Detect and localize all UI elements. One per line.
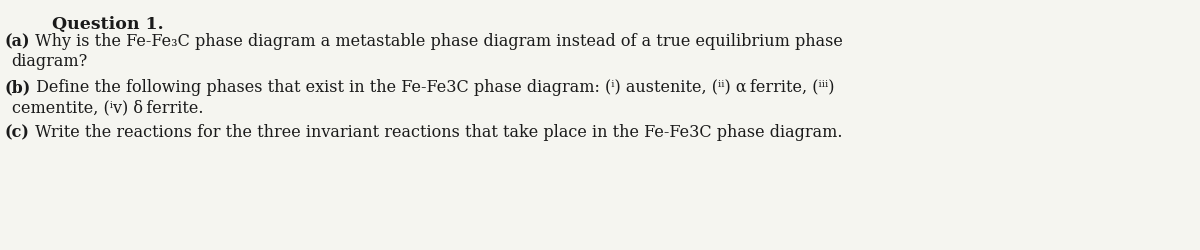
Text: (c): (c)	[5, 124, 30, 140]
Text: Question 1.: Question 1.	[52, 16, 163, 33]
Text: Write the reactions for the three invariant reactions that take place in the Fe-: Write the reactions for the three invari…	[30, 124, 842, 140]
Text: (b): (b)	[5, 79, 31, 96]
Text: cementite, (ⁱv) δ ferrite.: cementite, (ⁱv) δ ferrite.	[12, 98, 203, 116]
Text: Why is the Fe-Fe₃C phase diagram a metastable phase diagram instead of a true eq: Why is the Fe-Fe₃C phase diagram a metas…	[30, 33, 844, 50]
Text: Define the following phases that exist in the Fe-Fe3C phase diagram: (ⁱ) austeni: Define the following phases that exist i…	[31, 79, 835, 96]
Text: diagram?: diagram?	[12, 53, 88, 70]
Text: (a): (a)	[5, 33, 30, 50]
